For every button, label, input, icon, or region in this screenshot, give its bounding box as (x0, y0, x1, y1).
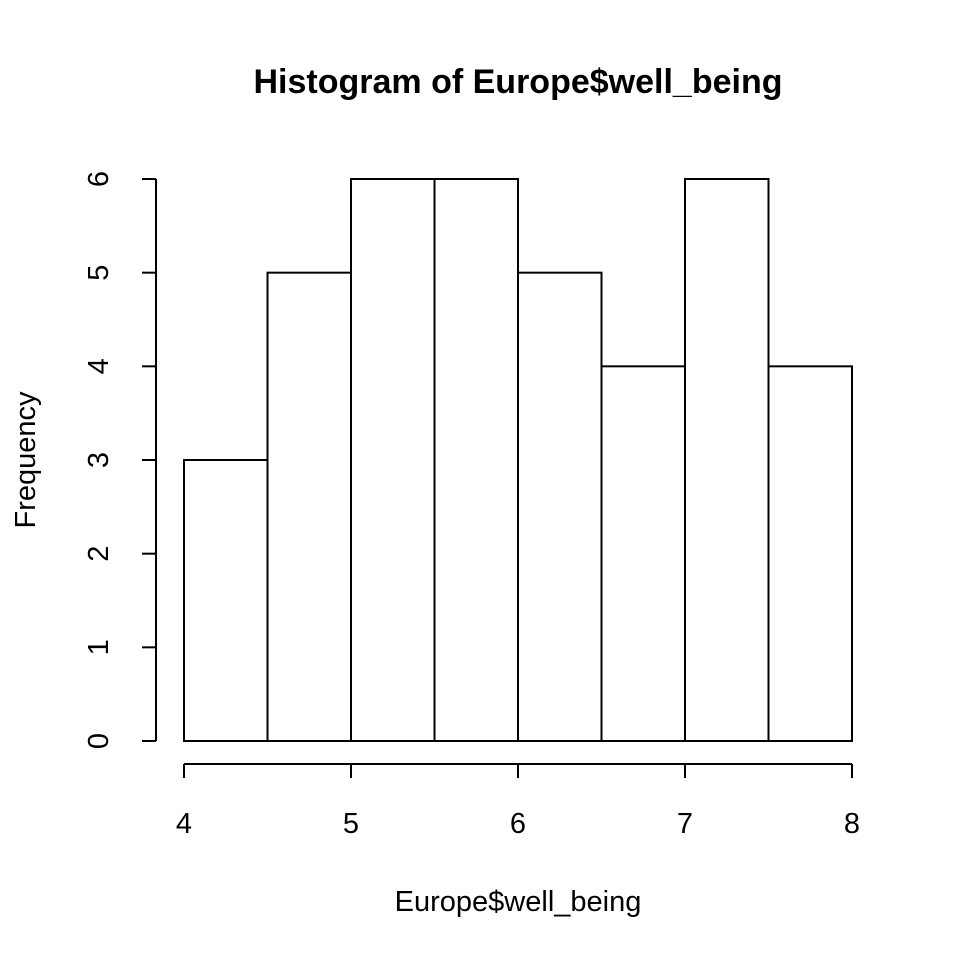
y-tick-label-4: 4 (83, 358, 115, 374)
histogram-bar-0 (183, 459, 269, 742)
histogram-bar-4 (517, 271, 603, 742)
y-tick-label-1: 1 (83, 639, 115, 655)
histogram-bar-5 (600, 365, 686, 742)
x-tick-label-0: 4 (176, 808, 192, 840)
chart-title: Histogram of Europe$well_being (254, 63, 783, 101)
x-tick-label-2: 6 (510, 808, 526, 840)
x-tick-label-4: 8 (844, 808, 860, 840)
y-axis: 0 1 2 3 4 5 6 (83, 171, 157, 749)
y-tick-label-6: 6 (83, 171, 115, 187)
x-tick-label-3: 7 (677, 808, 693, 840)
bars-group (183, 178, 853, 742)
x-tick-label-1: 5 (343, 808, 359, 840)
y-tick-label-0: 0 (83, 733, 115, 749)
histogram-bar-7 (767, 365, 853, 742)
x-axis: 4 5 6 7 8 (176, 763, 860, 840)
histogram-bar-6 (684, 178, 770, 742)
x-axis-label: Europe$well_being (395, 886, 642, 918)
y-tick-label-2: 2 (83, 546, 115, 562)
histogram-bar-2 (350, 178, 436, 742)
histogram-bar-1 (266, 271, 352, 742)
y-tick-label-3: 3 (83, 452, 115, 468)
histogram-bar-3 (433, 178, 519, 742)
y-tick-label-5: 5 (83, 265, 115, 281)
y-axis-label: Frequency (10, 391, 42, 529)
